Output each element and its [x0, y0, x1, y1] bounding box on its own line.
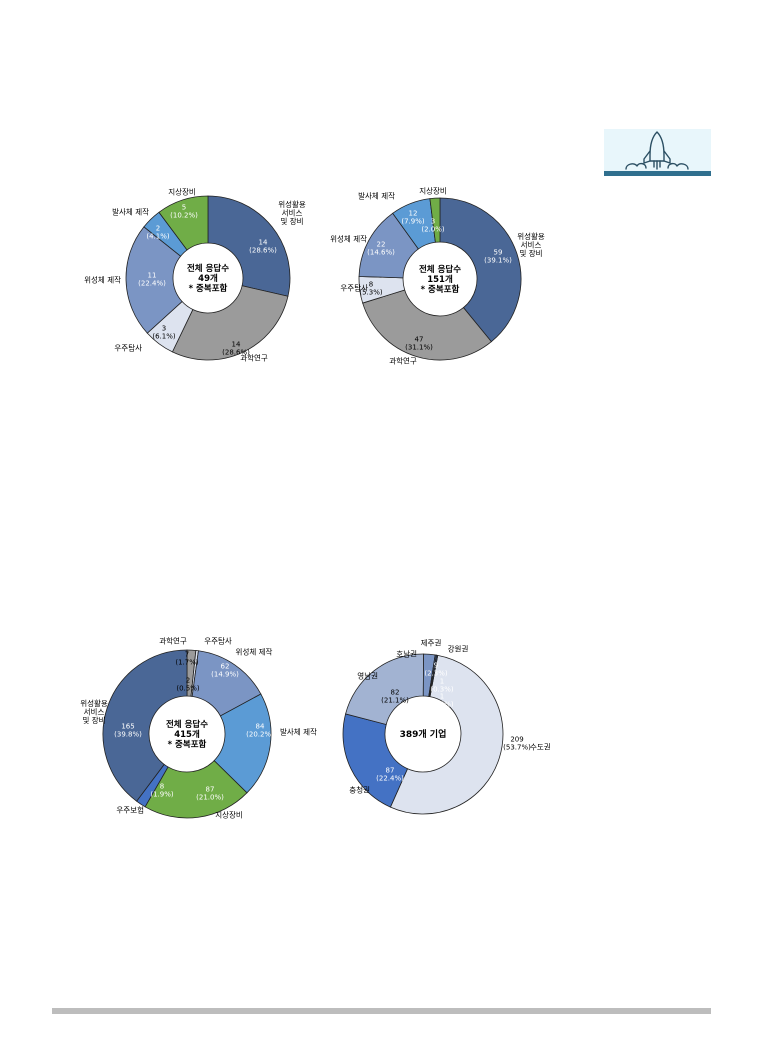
data-label: 47 (31.1%)	[405, 335, 433, 351]
rocket-launch-icon	[604, 129, 711, 176]
data-label: 209 (53.7%)	[503, 735, 531, 751]
pie-chart-4: 209 (53.7%) 수도권 87 (22.4%) 충청권 82 (21.1%)영남권 9 (2…	[342, 639, 551, 815]
data-label: 3 (2.0%)	[421, 217, 445, 233]
slice-category-label: 위성체 제작	[236, 647, 273, 657]
pie-slice	[429, 197, 441, 243]
pie-slice	[102, 649, 188, 802]
slice-category-label: 과학연구	[240, 353, 268, 363]
slice-category-label: 과학연구	[159, 636, 187, 646]
slice-category-label: 수도권	[530, 743, 551, 752]
slice-category-label: 위성활용 서비스 및 장비	[517, 231, 545, 258]
pie-chart-3: 7 (1.7%) 과학연구 2 (0.5%) 우주탐사 62 (14.9%) 위성체 제작 84(…	[80, 636, 317, 820]
slice-category-label: 과학연구	[389, 356, 417, 366]
data-label: 11 (22.4%)	[138, 271, 166, 287]
slice-category-label: 위성체 제작	[84, 275, 121, 285]
slice-category-label: 위성체 제작	[330, 234, 367, 244]
pie-slice	[207, 195, 291, 297]
slice-category-label: 우주탐사	[204, 636, 232, 646]
pie-slice	[342, 713, 409, 808]
data-label: 1 (0.3%)	[430, 692, 454, 708]
center-label: 전체 응답수 415개 * 중복포함	[166, 719, 208, 750]
slice-category-label: 위성활용 서비스 및 장비	[80, 698, 108, 725]
slice-category-label: 지상장비	[168, 187, 196, 197]
pie-slice	[144, 760, 248, 819]
slice-category-label: 충청권	[349, 786, 370, 795]
pie-slice	[345, 653, 424, 725]
pie-slice	[428, 654, 439, 698]
data-label: 9 (2.3%)	[424, 661, 448, 677]
pie-slice	[389, 654, 504, 815]
pie-slice	[171, 285, 289, 361]
data-label: 59 (39.1%)	[484, 248, 512, 264]
data-label: 8 (5.3%)	[359, 280, 383, 296]
data-label: 5 (10.2%)	[170, 203, 198, 219]
data-label: 87 (22.4%)	[376, 766, 404, 782]
pie-slice	[158, 195, 209, 251]
pie-slice	[362, 289, 492, 361]
data-label: 14 (28.6%)	[249, 238, 277, 254]
slice-category-label: 발사체 제작	[358, 191, 395, 201]
data-label: 62 (14.9%)	[211, 662, 239, 678]
slice-category-label: 발사체 제작	[112, 207, 149, 217]
slice-category-label: 발사체 제작	[280, 727, 317, 737]
data-label: 87 (21.0%)	[196, 785, 224, 801]
data-label: 7 (1.7%)	[175, 650, 199, 666]
center-label: 389개 기업	[400, 728, 447, 740]
data-label: 2 (4.1%)	[146, 224, 170, 240]
slice-category-label: 지상장비	[215, 810, 243, 820]
pie-chart-2: 59 (39.1%) 위성활용 서비스 및 장비 47 (31.1%) 과학연구 8 (5.3%)…	[330, 186, 545, 366]
slice-category-label: 위성활용 서비스 및 장비	[278, 199, 306, 226]
data-label: 14 (28.6%)	[222, 340, 250, 356]
slice-category-label: 영남권	[357, 671, 378, 681]
slice-category-label: 우주탐사	[340, 283, 368, 293]
slice-category-label: 우주탐사	[114, 343, 142, 353]
data-label: 12 (7.9%)	[401, 209, 425, 225]
data-label: 2 (0.5%)	[176, 676, 200, 692]
slice-category-label: 호남권	[396, 650, 417, 659]
data-label: 84 (20.2%)	[246, 722, 274, 738]
data-label: 1 (0.3%)	[430, 677, 454, 693]
slice-category-label: 제주권	[421, 639, 442, 648]
data-label: 165 (39.8%)	[114, 722, 142, 738]
pie-slice	[125, 226, 183, 334]
data-label: 82 (21.1%)	[381, 688, 409, 704]
center-label: 전체 응답수 151개 * 중복포함	[419, 264, 461, 295]
pie-slice	[439, 197, 522, 343]
footer-divider	[52, 1008, 711, 1014]
center-label: 전체 응답수 49개 * 중복포함	[187, 263, 229, 294]
data-label: 8 (1.9%)	[150, 782, 174, 798]
slice-category-label: 강원권	[448, 644, 469, 654]
slice-category-label: 우주보험	[116, 806, 144, 815]
data-label: 22 (14.6%)	[367, 240, 395, 256]
slice-category-label: 지상장비	[419, 186, 447, 196]
data-label: 3 (6.1%)	[152, 324, 176, 340]
